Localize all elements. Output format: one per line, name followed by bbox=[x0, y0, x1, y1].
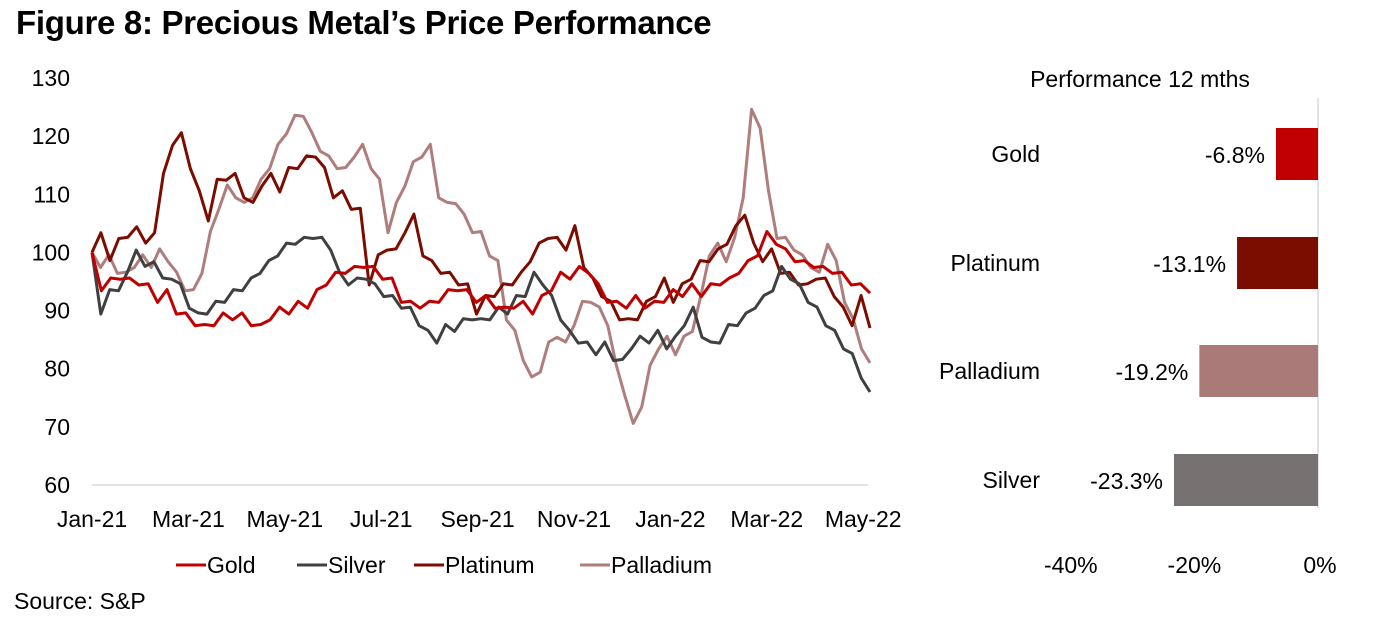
x-tick-label: Jan-21 bbox=[57, 506, 127, 532]
x-tick-label: Mar-21 bbox=[152, 506, 225, 532]
legend-item-gold: Gold bbox=[176, 552, 256, 578]
source-note: Source: S&P bbox=[14, 588, 146, 614]
bar-data-label: -13.1% bbox=[1153, 251, 1226, 277]
legend-label: Gold bbox=[207, 552, 256, 578]
bar-item-silver: Silver -23.3% bbox=[982, 454, 1318, 506]
line-series-group bbox=[90, 107, 872, 425]
legend-item-palladium: Palladium bbox=[580, 552, 712, 578]
bar-x-tick-label: -40% bbox=[1044, 552, 1098, 578]
bar-group: Gold -6.8% Platinum -13.1% Palladium -19.2% Si… bbox=[939, 128, 1318, 506]
legend-label: Palladium bbox=[611, 552, 712, 578]
bar-data-label: -23.3% bbox=[1090, 468, 1163, 494]
bar-x-axis: -40% -20% 0% bbox=[1044, 552, 1337, 578]
y-tick-label: 60 bbox=[44, 472, 70, 498]
bar-item-gold: Gold -6.8% bbox=[991, 128, 1318, 180]
series-line-platinum bbox=[90, 131, 872, 329]
bar-chart: Performance 12 mths Gold -6.8% Platinum -13… bbox=[939, 66, 1337, 578]
y-tick-label: 100 bbox=[32, 239, 70, 265]
bar-silver bbox=[1174, 454, 1318, 506]
series-line-palladium bbox=[90, 107, 872, 425]
y-tick-label: 120 bbox=[32, 123, 70, 149]
bar-platinum bbox=[1237, 237, 1318, 289]
bar-category-label: Platinum bbox=[951, 250, 1040, 276]
bar-chart-title: Performance 12 mths bbox=[1030, 66, 1250, 92]
legend-item-platinum: Platinum bbox=[414, 552, 534, 578]
line-x-axis: Jan-21 Mar-21 May-21 Jul-21 Sep-21 Nov-21 Jan-… bbox=[57, 506, 902, 532]
y-tick-label: 70 bbox=[44, 414, 70, 440]
bar-data-label: -6.8% bbox=[1205, 142, 1265, 168]
legend-item-silver: Silver bbox=[297, 552, 386, 578]
bar-item-platinum: Platinum -13.1% bbox=[951, 237, 1318, 289]
y-tick-label: 110 bbox=[33, 181, 70, 207]
bar-item-palladium: Palladium -19.2% bbox=[939, 345, 1318, 397]
x-tick-label: Jan-22 bbox=[635, 506, 705, 532]
series-line-silver bbox=[90, 235, 872, 393]
line-y-axis: 130 120 110 100 90 80 70 60 bbox=[32, 65, 70, 498]
x-tick-label: Nov-21 bbox=[537, 506, 611, 532]
y-tick-label: 80 bbox=[44, 356, 70, 382]
legend-label: Platinum bbox=[445, 552, 534, 578]
x-tick-label: May-22 bbox=[825, 506, 902, 532]
x-tick-label: May-21 bbox=[246, 506, 323, 532]
x-tick-label: Mar-22 bbox=[730, 506, 803, 532]
bar-x-tick-label: -20% bbox=[1168, 552, 1222, 578]
y-tick-label: 90 bbox=[44, 298, 70, 324]
x-tick-label: Jul-21 bbox=[350, 506, 413, 532]
legend-label: Silver bbox=[328, 552, 386, 578]
y-tick-label: 130 bbox=[32, 65, 70, 91]
series-line-gold bbox=[90, 230, 872, 328]
bar-x-tick-label: 0% bbox=[1303, 552, 1336, 578]
figure-title: Figure 8: Precious Metal’s Price Perform… bbox=[16, 4, 712, 41]
bar-category-label: Palladium bbox=[939, 358, 1040, 384]
bar-data-label: -19.2% bbox=[1115, 359, 1188, 385]
bar-gold bbox=[1275, 128, 1318, 180]
line-legend: Gold Silver Platinum Palladium bbox=[176, 552, 712, 578]
x-tick-label: Sep-21 bbox=[441, 506, 515, 532]
bar-category-label: Silver bbox=[982, 467, 1040, 493]
bar-category-label: Gold bbox=[991, 141, 1040, 167]
bar-palladium bbox=[1199, 345, 1318, 397]
